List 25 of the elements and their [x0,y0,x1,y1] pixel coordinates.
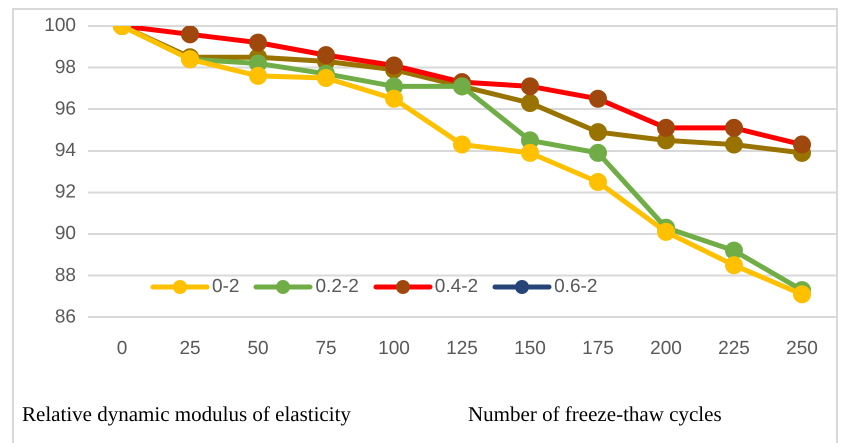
legend-label: 0.4-2 [434,276,478,298]
legend-label: 0-2 [212,276,240,298]
x-tick-label: 75 [315,338,337,359]
x-tick-label: 0 [116,338,128,359]
y-tick-label: 86 [54,306,76,328]
x-tick-label: 175 [582,338,614,359]
x-tick-label: 200 [650,338,682,359]
y-tick-label: 100 [44,15,76,36]
x-tick-label: 100 [378,338,410,359]
x-tick-label: 150 [514,338,546,359]
y-tick-label: 94 [54,140,76,162]
y-tick-label: 98 [54,56,76,78]
x-tick-label: 250 [786,338,818,359]
x-axis-title: Number of freeze-thaw cycles [468,402,722,427]
legend-label: 0.6-2 [554,276,598,298]
legend-label: 0.2-2 [315,276,359,298]
x-tick-label: 225 [718,338,750,359]
y-tick-label: 92 [54,182,76,203]
x-tick-label: 25 [179,338,201,359]
y-tick-label: 96 [54,98,76,120]
y-tick-label: 88 [54,264,76,286]
x-tick-label: 50 [247,338,269,359]
x-tick-label: 125 [446,338,478,359]
y-axis-title: Relative dynamic modulus of elasticity [22,402,351,427]
y-tick-label: 90 [54,223,76,244]
